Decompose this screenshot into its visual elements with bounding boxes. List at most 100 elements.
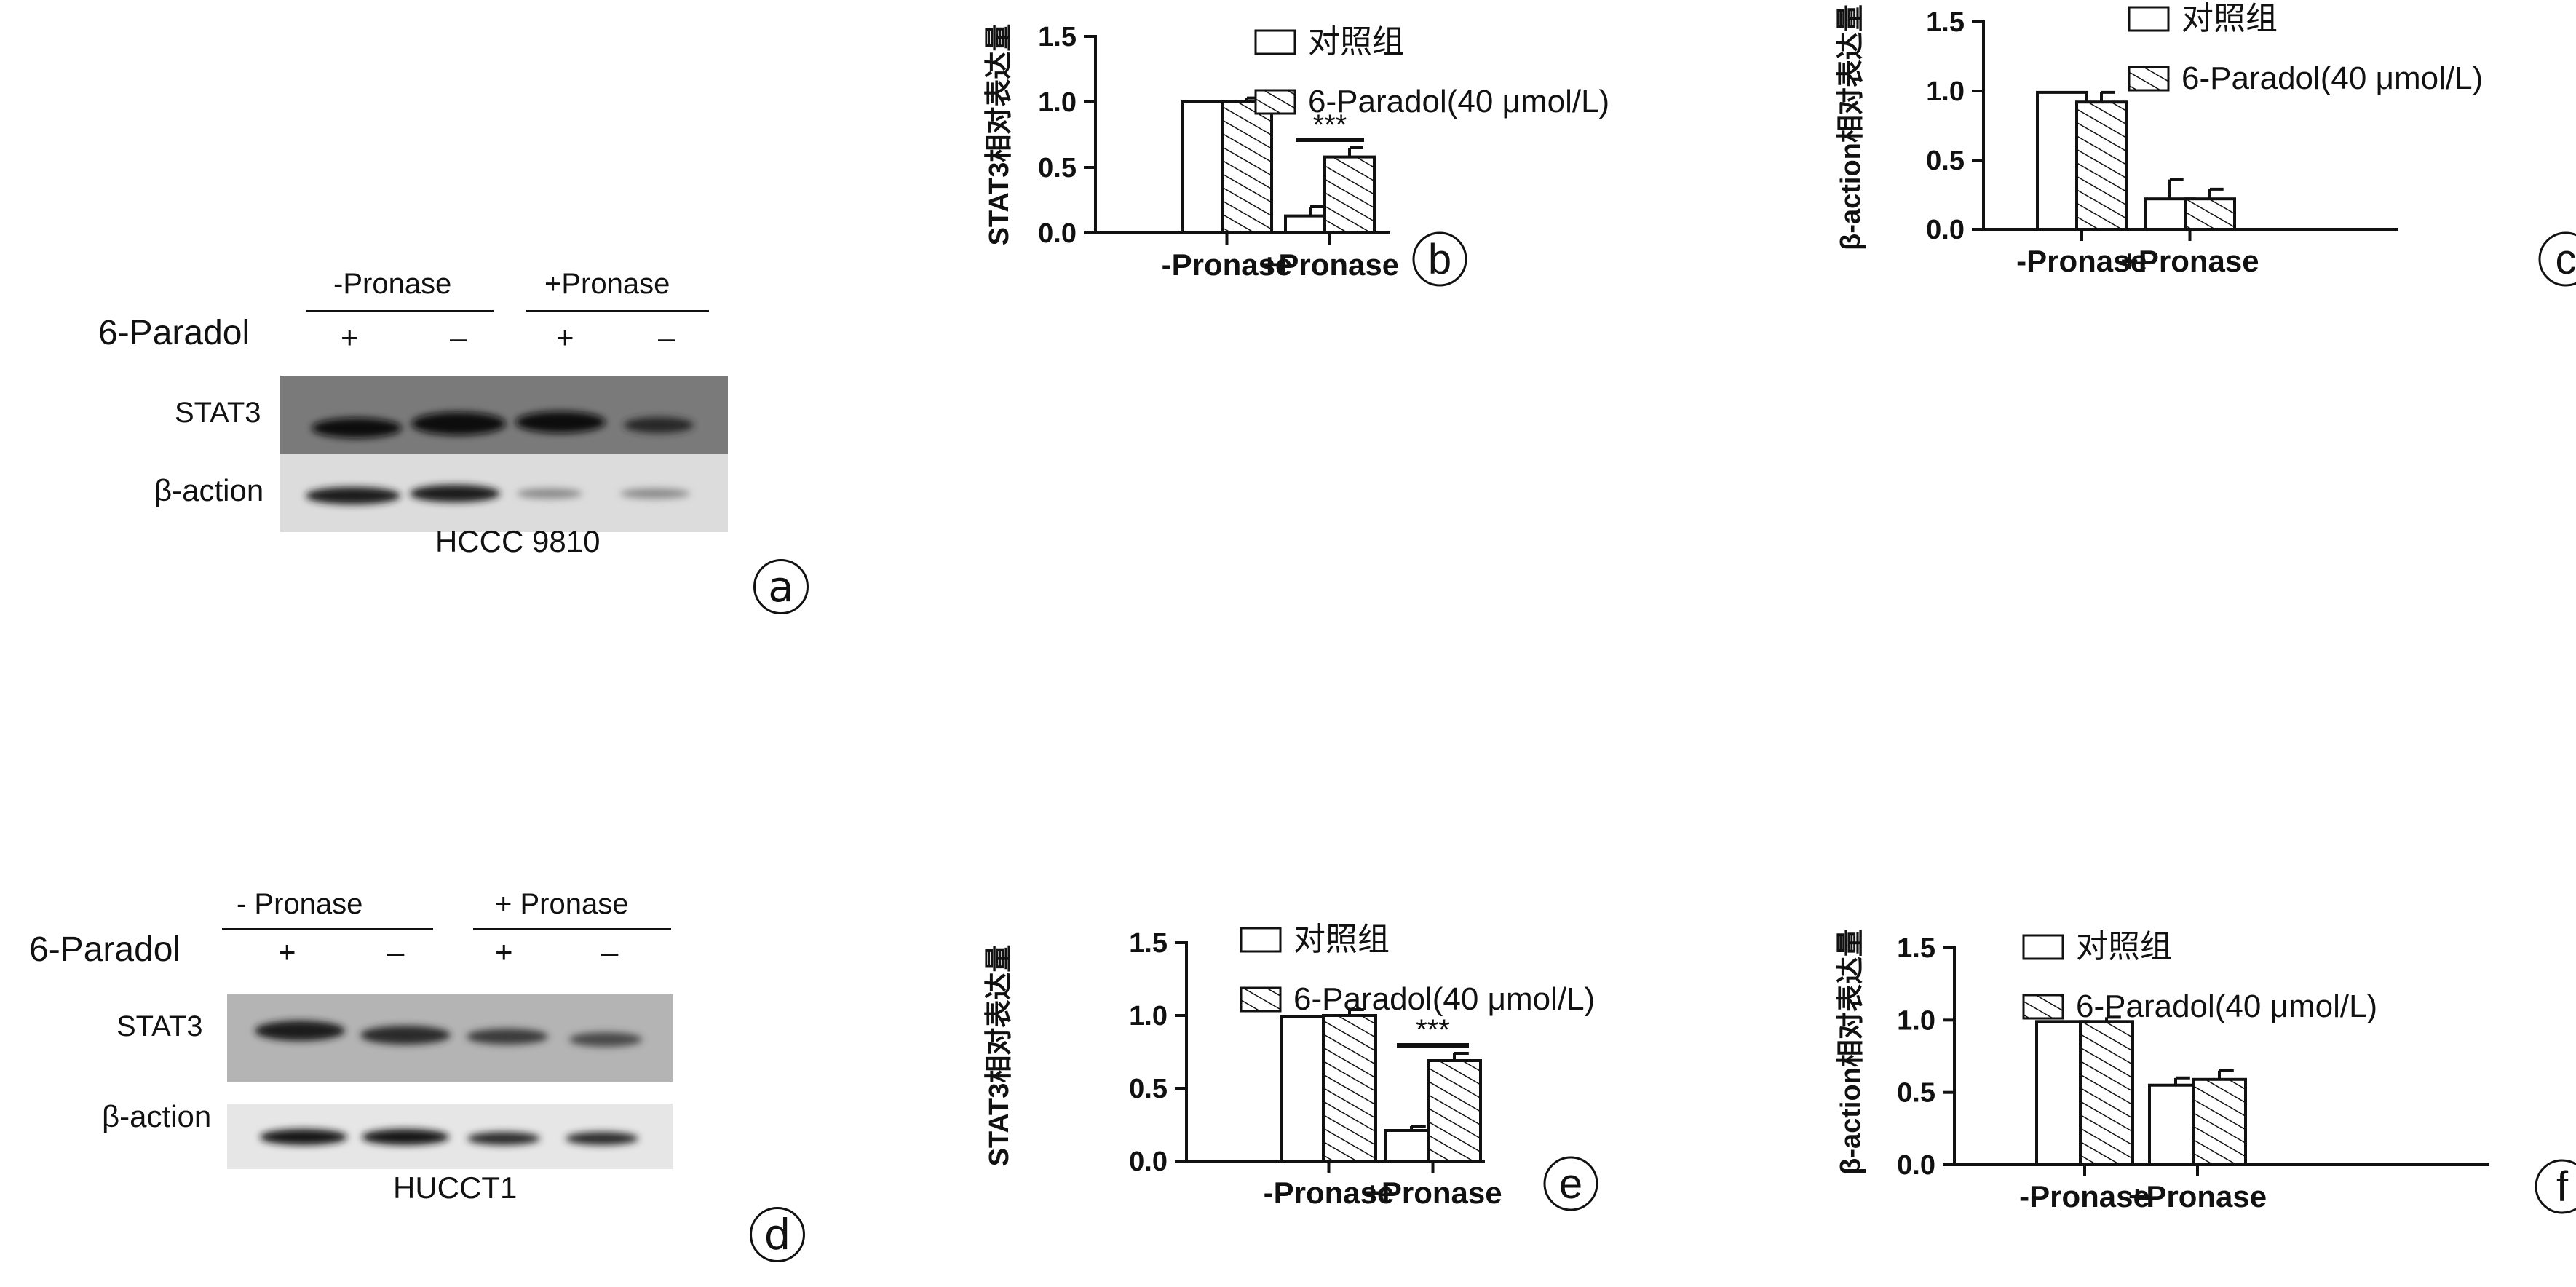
legend-swatch-treated <box>2022 994 2064 1020</box>
lane-sign-4: – <box>658 320 675 355</box>
lane-sign-2: – <box>387 935 405 969</box>
cell-line-label: HUCCT1 <box>393 1171 518 1205</box>
legend-swatch-treated <box>1254 89 1296 115</box>
legend-label-control: 对照组 <box>2076 929 2172 965</box>
bar-chart-b: 0.0 0.5 1.0 1.5 STAT3相对表达量 -Pronase+Pronase **… <box>984 22 1609 287</box>
legend-swatch-control <box>1240 927 1282 953</box>
y-tick-label: 0.5 <box>1926 146 1965 176</box>
bar-treated <box>2184 197 2236 231</box>
cell-line-label: HCCC 9810 <box>435 524 601 558</box>
band-label-stat3: STAT3 <box>175 397 261 429</box>
lane-sign-4: – <box>601 935 619 969</box>
band-label-stat3: STAT3 <box>116 1010 203 1042</box>
y-axis-label: STAT3相对表达量 <box>984 24 1015 246</box>
panel-letter-circle <box>1412 231 1467 287</box>
bar-treated <box>1323 155 1376 235</box>
bar-chart-e: 0.0 0.5 1.0 1.5 STAT3相对表达量 -Pronase+Pronase **… <box>984 922 1598 1211</box>
y-tick-label: 1.5 <box>1038 22 1077 52</box>
bar-chart-c: 0.0 0.5 1.0 1.5 β-action相对表达量 -Pronase+Pronas… <box>1836 1 2576 287</box>
legend-swatch-treated <box>1240 986 1282 1013</box>
group-label-neg: - Pronase <box>237 888 363 920</box>
legend-label-treated: 6-Paradol(40 μmol/L) <box>2181 60 2483 96</box>
x-tick-label: +Pronase <box>2128 1179 2267 1213</box>
bar-treated <box>2079 1020 2134 1166</box>
y-tick-label: 1.0 <box>1038 87 1077 118</box>
legend-swatch-control <box>2022 934 2064 960</box>
panel-letter-text: f <box>2556 1163 2569 1211</box>
bar-treated <box>1427 1059 1482 1163</box>
bar-treated <box>2192 1077 2247 1167</box>
group-line-neg <box>222 928 433 930</box>
panel-letter: b <box>1412 231 1467 287</box>
y-tick-label: 0.0 <box>1038 218 1077 249</box>
panel-letter: f <box>2535 1159 2576 1214</box>
panel-letter-text: e <box>1559 1160 1582 1208</box>
legend-label-control: 对照组 <box>2181 1 2278 36</box>
lane-sign-2: – <box>450 320 467 355</box>
bar-treated <box>1221 100 1273 234</box>
y-axis-label: β-action相对表达量 <box>1836 4 1866 250</box>
bar-treated <box>2075 100 2128 231</box>
y-tick-label: 1.5 <box>1897 933 1935 964</box>
band-label-beta-action: β-action <box>154 473 264 507</box>
blot-image-d <box>227 994 673 1169</box>
legend-label-treated: 6-Paradol(40 μmol/L) <box>1308 84 1609 119</box>
panel-letter-text: b <box>1428 236 1451 283</box>
panel-letter-d: d <box>750 1207 805 1262</box>
legend-swatch-control <box>1254 29 1296 55</box>
y-axis-label: β-action相对表达量 <box>1836 929 1866 1175</box>
panel-letter: e <box>1543 1156 1598 1211</box>
y-tick-label: 0.0 <box>1926 215 1965 245</box>
group-label-neg: -Pronase <box>333 268 452 300</box>
western-blot-panel-d: - Pronase + Pronase 6-Paradol + – + – ST… <box>0 641 873 1287</box>
legend-label-treated: 6-Paradol(40 μmol/L) <box>2076 989 2377 1024</box>
panel-letter-circle <box>1543 1156 1598 1211</box>
y-tick-label: 0.5 <box>1129 1074 1168 1104</box>
x-tick-label: +Pronase <box>1261 248 1399 282</box>
western-blot-panel-a: -Pronase +Pronase 6-Paradol + – + – STAT… <box>0 0 873 641</box>
x-tick-label: -Pronase <box>1162 248 1293 282</box>
panel-letter: c <box>2538 231 2576 287</box>
x-tick-label: -Pronase <box>2016 244 2147 278</box>
legend-label-control: 对照组 <box>1308 24 1404 60</box>
lane-sign-1: + <box>341 320 359 355</box>
group-line-neg <box>306 310 494 312</box>
y-tick-label: 1.5 <box>1129 928 1168 959</box>
y-tick-label: 0.0 <box>1897 1150 1935 1181</box>
group-label-pos: +Pronase <box>544 268 670 300</box>
band-label-beta-action: β-action <box>102 1099 212 1133</box>
bar-chart-f: 0.0 0.5 1.0 1.5 β-action相对表达量 -Pronase+Pronas… <box>1836 929 2576 1214</box>
legend-label-treated: 6-Paradol(40 μmol/L) <box>1293 981 1595 1017</box>
lane-sign-3: + <box>556 320 574 355</box>
group-line-pos <box>473 928 671 930</box>
panel-letter-circle <box>2538 231 2576 287</box>
legend-label-control: 对照组 <box>1293 922 1390 957</box>
blot-image-a <box>280 376 728 532</box>
treatment-row-label: 6-Paradol <box>98 314 250 352</box>
group-line-pos <box>526 310 709 312</box>
significance-label: *** <box>1313 109 1347 141</box>
bar-treated <box>1322 1014 1377 1163</box>
x-tick-label: +Pronase <box>2120 244 2259 278</box>
y-tick-label: 1.0 <box>1129 1001 1168 1031</box>
group-label-pos: + Pronase <box>495 888 629 920</box>
y-tick-label: 1.0 <box>1897 1005 1935 1036</box>
y-tick-label: 1.5 <box>1926 7 1965 38</box>
x-tick-label: +Pronase <box>1363 1176 1502 1210</box>
legend-swatch-control <box>2128 6 2170 32</box>
panel-letter-circle <box>2535 1159 2576 1214</box>
legend-swatch-treated <box>2128 66 2170 92</box>
panel-letter-a: a <box>753 559 809 614</box>
significance-label: *** <box>1416 1014 1450 1046</box>
lane-sign-3: + <box>495 935 513 969</box>
y-tick-label: 0.0 <box>1129 1147 1168 1177</box>
x-tick-label: -Pronase <box>1264 1176 1395 1210</box>
treatment-row-label: 6-Paradol <box>29 930 181 969</box>
y-tick-label: 0.5 <box>1038 153 1077 183</box>
panel-letter-text: c <box>2556 236 2576 283</box>
y-tick-label: 0.5 <box>1897 1078 1935 1109</box>
y-tick-label: 1.0 <box>1926 76 1965 107</box>
lane-sign-1: + <box>278 935 296 969</box>
x-tick-label: -Pronase <box>2019 1179 2150 1213</box>
y-axis-label: STAT3相对表达量 <box>984 945 1015 1167</box>
